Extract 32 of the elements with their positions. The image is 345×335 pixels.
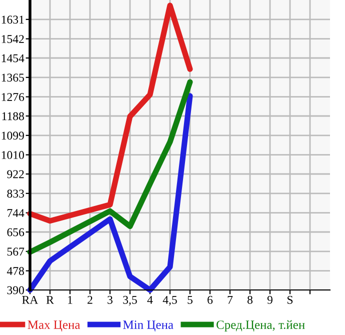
- x-tick-label: 2: [88, 296, 92, 304]
- x-tick-label: S: [288, 296, 293, 304]
- y-tick-label: 1276: [2, 93, 24, 102]
- x-tick-label: 6: [208, 296, 213, 304]
- legend-label: Сред.Цена, т.йен: [216, 320, 305, 332]
- y-tick-label: 390: [7, 286, 24, 294]
- x-tick-label: 5: [188, 296, 192, 304]
- x-tick-label: RA: [22, 296, 38, 304]
- y-tick-label: 1188: [2, 112, 24, 120]
- x-tick-label: 9: [267, 296, 272, 304]
- y-tick-label: 833: [7, 190, 24, 198]
- y-tick-label: 656: [7, 228, 24, 236]
- y-tick-label: 922: [7, 170, 24, 178]
- x-tick-label: 8: [248, 296, 252, 304]
- x-tick-label: 1: [68, 296, 72, 304]
- legend-label: Min Цена: [123, 320, 174, 332]
- x-tick-label: 4,5: [162, 296, 177, 306]
- x-tick-label: 4: [147, 296, 153, 304]
- y-tick-label: 1099: [2, 132, 24, 140]
- x-tick-label: 7: [228, 296, 233, 304]
- x-tick-label: R: [46, 296, 54, 304]
- y-tick-label: 1365: [2, 74, 24, 82]
- y-tick-label: 744: [8, 209, 24, 217]
- y-tick-label: 567: [7, 248, 24, 256]
- y-tick-label: 1010: [2, 151, 24, 160]
- x-tick-label: 3: [108, 296, 112, 304]
- x-tick-label: 3,5: [123, 296, 137, 306]
- y-tick-label: 478: [6, 267, 24, 276]
- y-tick-label: 1454: [2, 54, 24, 62]
- y-tick-label: 1542: [2, 35, 24, 44]
- legend-label: Max Цена: [28, 320, 80, 332]
- y-tick-label: 1631: [2, 16, 24, 24]
